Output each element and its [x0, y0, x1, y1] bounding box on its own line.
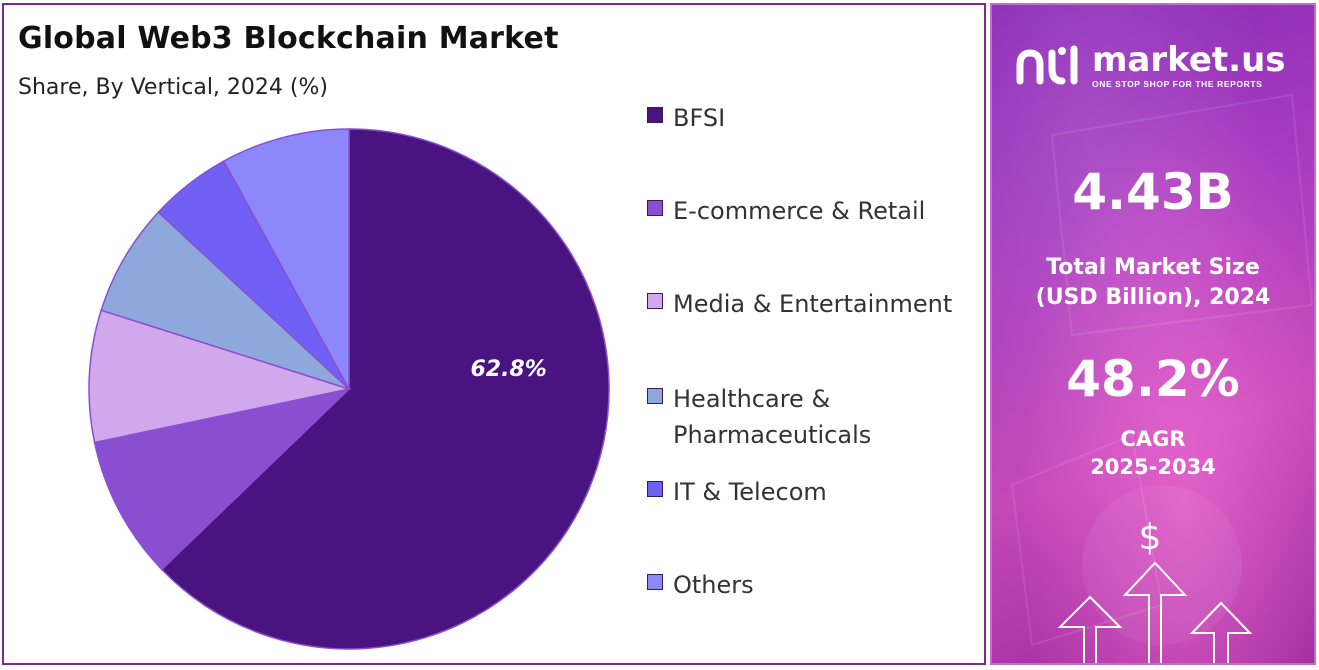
legend-item: E-commerce & Retail	[647, 193, 925, 229]
pie-slice-e-commerce-retail	[93, 387, 352, 571]
brand-tagline: ONE STOP SHOP FOR THE REPORTS	[1092, 79, 1263, 89]
legend-swatch	[647, 293, 663, 309]
legend-label: Healthcare & Pharmaceuticals	[673, 381, 871, 453]
pie-slice-others	[222, 128, 350, 390]
chart-panel: Global Web3 Blockchain Market Share, By …	[2, 3, 986, 665]
legend-label-line: Pharmaceuticals	[673, 421, 872, 449]
pie-chart: 62.8%	[88, 128, 610, 650]
legend-item: Others	[647, 567, 754, 603]
legend-item: Media & Entertainment	[647, 286, 952, 322]
cagr-value: 48.2%	[1066, 350, 1240, 408]
legend-label: E-commerce & Retail	[673, 193, 925, 229]
legend-label: BFSI	[673, 100, 725, 136]
legend-label-line: IT & Telecom	[673, 478, 827, 506]
legend-swatch	[647, 107, 663, 123]
pie-slice-healthcare-pharmaceuticals	[100, 211, 350, 390]
legend-label-line: Others	[673, 571, 754, 599]
market-size-label-line1: Total Market Size	[1046, 255, 1260, 280]
legend-item: BFSI	[647, 100, 725, 136]
legend-label-line: BFSI	[673, 104, 726, 132]
market-us-logo-icon	[1016, 45, 1078, 85]
chart-subtitle: Share, By Vertical, 2024 (%)	[18, 75, 328, 100]
market-size-value: 4.43B	[1072, 163, 1234, 221]
growth-arrows-icon	[1057, 561, 1253, 663]
chart-title: Global Web3 Blockchain Market	[18, 21, 559, 56]
legend-label-line: Healthcare &	[673, 385, 831, 413]
legend-label: Media & Entertainment	[673, 286, 952, 322]
legend-item: Healthcare & Pharmaceuticals	[647, 381, 871, 453]
cagr-label-line1: CAGR	[1120, 427, 1186, 451]
pie-slice-bfsi	[160, 128, 610, 650]
legend-label-line: E-commerce & Retail	[673, 197, 926, 225]
brand-name: market.us	[1092, 40, 1286, 80]
summary-panel: market.us ONE STOP SHOP FOR THE REPORTS …	[990, 3, 1316, 665]
legend-label: IT & Telecom	[673, 474, 827, 510]
brand-logo: market.us ONE STOP SHOP FOR THE REPORTS	[1014, 41, 1286, 91]
legend-swatch	[647, 481, 663, 497]
legend-swatch	[647, 388, 663, 404]
legend-label-line: Media & Entertainment	[673, 290, 953, 318]
legend-swatch	[647, 574, 663, 590]
dollar-icon: $	[1138, 517, 1162, 558]
legend-item: IT & Telecom	[647, 474, 827, 510]
market-size-label-line2: (USD Billion), 2024	[1035, 285, 1271, 310]
pie-data-label: 62.8%	[470, 357, 546, 382]
cagr-label-line2: 2025-2034	[1090, 455, 1216, 479]
pie-slice-media-entertainment	[88, 309, 352, 444]
legend-label: Others	[673, 567, 754, 603]
legend-swatch	[647, 200, 663, 216]
